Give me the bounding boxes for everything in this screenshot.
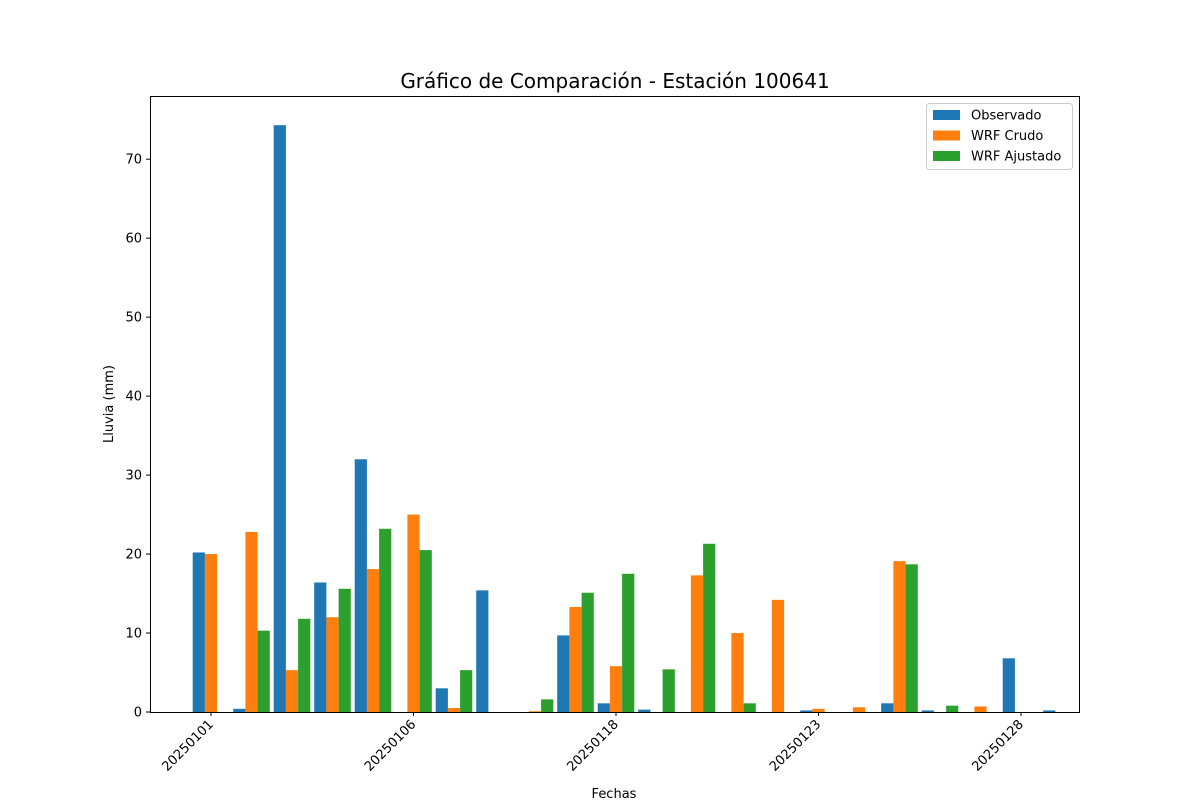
bar-wrf-crudo-16 [852, 707, 866, 712]
bar-observado-3 [314, 582, 327, 712]
bar-wrf-crudo-9 [569, 606, 582, 712]
y-axis-ticks: 0 10 20 30 40 50 60 70 [125, 153, 150, 721]
y-tick-label: 70 [125, 153, 142, 168]
y-axis-label: Lluvia (mm) [102, 365, 117, 443]
x-axis-label: Fechas [592, 787, 637, 800]
bar-wrf-ajustado-5 [419, 550, 432, 712]
x-tick-label: 20250118 [564, 717, 621, 774]
bar-observado-6 [435, 688, 448, 712]
bar-wrf-ajustado-10 [622, 573, 635, 712]
y-tick-label: 30 [125, 469, 142, 484]
bar-wrf-ajustado-18 [946, 705, 959, 712]
y-tick-label: 60 [125, 232, 142, 247]
bar-wrf-ajustado-11 [662, 669, 675, 712]
legend-label: WRF Crudo [971, 129, 1043, 144]
bar-observado-20 [1002, 658, 1015, 712]
bar-observado-11 [638, 709, 651, 712]
bar-observado-1 [233, 708, 246, 712]
bar-wrf-crudo-17 [893, 561, 906, 712]
y-tick-label: 50 [125, 311, 142, 326]
bar-observado-10 [597, 703, 610, 712]
bar-wrf-crudo-19 [974, 706, 987, 712]
bar-observado-0 [192, 552, 205, 712]
bar-wrf-ajustado-17 [905, 564, 918, 712]
y-tick-label: 0 [134, 706, 142, 721]
bar-wrf-crudo-12 [690, 575, 704, 712]
bar-observado-18 [921, 710, 934, 712]
legend-swatch-observado [933, 110, 960, 120]
legend-label: Observado [971, 109, 1042, 124]
bar-wrf-ajustado-8 [541, 699, 554, 712]
y-tick-label: 20 [125, 548, 142, 563]
bar-wrf-crudo-0 [204, 554, 218, 712]
bar-wrf-ajustado-4 [379, 528, 392, 712]
bar-observado-9 [557, 635, 570, 712]
chart-title: Gráfico de Comparación - Estación 100641 [400, 69, 829, 93]
bar-observado-21 [1043, 710, 1056, 712]
bar-wrf-ajustado-6 [460, 670, 473, 712]
bar-wrf-crudo-1 [245, 531, 258, 712]
x-tick-label: 20250128 [969, 717, 1026, 774]
y-tick-label: 40 [125, 390, 142, 405]
bar-observado-4 [354, 459, 367, 712]
bar-wrf-crudo-6 [447, 708, 461, 712]
bars-group [192, 125, 1056, 713]
bar-observado-15 [800, 710, 813, 712]
bar-observado-2 [273, 125, 286, 713]
bar-wrf-crudo-4 [366, 569, 380, 712]
legend-box [926, 103, 1073, 170]
bar-wrf-crudo-10 [609, 666, 623, 712]
legend-label: WRF Ajustado [971, 150, 1061, 165]
plot-frame [150, 96, 1080, 713]
bar-observado-17 [881, 703, 894, 712]
bar-wrf-crudo-14 [771, 599, 785, 712]
x-tick-label: 20250106 [362, 717, 419, 774]
bar-wrf-ajustado-13 [743, 703, 756, 712]
y-tick-label: 10 [125, 627, 142, 642]
x-axis-ticks: 20250101 20250106 20250118 20250123 20250128 [159, 712, 1027, 775]
bar-wrf-crudo-8 [528, 711, 542, 712]
bar-wrf-ajustado-2 [298, 618, 311, 712]
legend: Observado WRF Crudo WRF Ajustado [926, 103, 1073, 170]
bar-wrf-crudo-15 [812, 708, 825, 712]
legend-swatch-wrf-crudo [933, 130, 960, 141]
bar-wrf-ajustado-9 [581, 592, 594, 712]
bar-wrf-crudo-13 [731, 633, 744, 712]
bar-observado-7 [476, 590, 489, 712]
x-tick-label: 20250123 [767, 717, 824, 774]
bar-wrf-crudo-2 [285, 670, 299, 712]
bar-wrf-crudo-3 [326, 617, 339, 712]
legend-swatch-wrf-ajustado [933, 151, 960, 161]
bar-wrf-ajustado-1 [257, 630, 270, 712]
bar-wrf-ajustado-3 [338, 588, 351, 712]
bar-wrf-ajustado-12 [703, 543, 716, 712]
bar-wrf-crudo-5 [407, 514, 420, 712]
x-tick-label: 20250101 [159, 717, 216, 774]
